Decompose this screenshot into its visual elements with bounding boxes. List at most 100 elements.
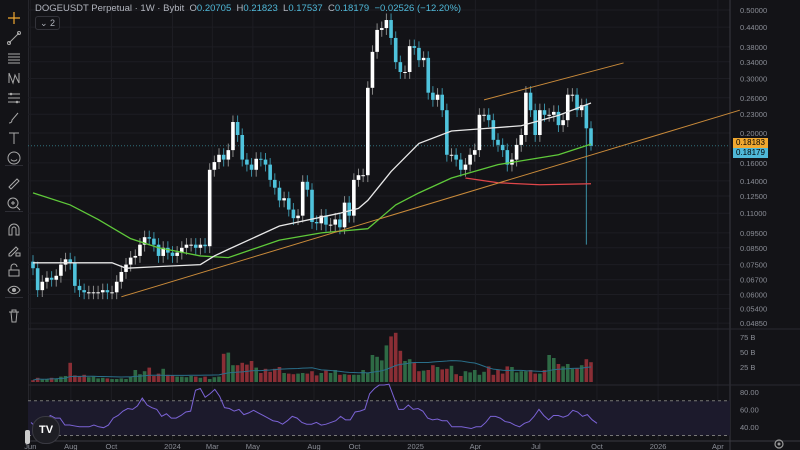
volume-bar [440,369,444,382]
candle-body [212,162,217,170]
candle-body [361,175,365,177]
candle-body [375,29,379,52]
volume-bar [463,371,468,382]
volume-bar [119,378,124,382]
magnet-tool[interactable] [4,220,24,240]
brush-tool[interactable] [4,108,24,128]
symbol-title[interactable]: DOGEUSDT Perpetual · 1W · Bybit [35,3,185,14]
emoji-tool[interactable] [4,148,24,168]
volume-bar [259,373,263,382]
candle-body [403,72,407,74]
xabcd-pattern-tool[interactable] [4,68,24,88]
open-value: 0.20705 [196,3,232,14]
candle-body [184,244,189,248]
volume-bar [361,370,365,382]
lock-tool[interactable] [4,260,24,280]
zoom-in-icon [7,197,21,211]
volume-bar [254,367,258,382]
candle-body [565,94,570,121]
candle-body [35,268,40,291]
ruler-tool[interactable] [4,174,24,194]
tradingview-logo[interactable]: TV [32,416,60,444]
rsi-tick-label: 80.00 [740,388,759,397]
candle-body [128,257,133,265]
eye-tool[interactable] [4,280,24,300]
volume-bar [528,370,533,382]
text-icon [9,132,19,144]
trendline [483,62,624,101]
volume-bar [217,376,221,382]
volume-bar [519,371,524,382]
candle-body [240,134,245,160]
trash-tool[interactable] [4,306,24,326]
volume-bar [203,376,207,382]
time-tick-label: Oct [349,442,362,450]
volume-bar [300,373,305,382]
toolbar-divider [5,297,23,298]
pane-resize-handle[interactable] [25,430,30,444]
long-position-tool[interactable] [4,88,24,108]
volume-bar [189,376,193,382]
price-tick-label: 0.08500 [740,244,767,253]
candle-body [454,154,458,160]
volume-tick-label: 50 B [740,348,755,357]
volume-bar [472,370,477,382]
zoom-in-tool[interactable] [4,194,24,214]
volume-bar [31,380,35,382]
candle-body [389,20,393,38]
ma-slow-line [465,177,592,186]
candle-body [142,237,147,245]
volume-bar [514,372,519,382]
volume-bar [486,366,491,382]
volume-ma-line [32,360,592,381]
long-position-icon [8,92,20,104]
volume-bar [49,377,54,382]
volume-bar [207,379,212,382]
candle-body [245,159,249,165]
candle-body [589,128,593,146]
candle-body [63,259,68,265]
emoji-icon [7,151,21,165]
volume-bar [403,361,407,382]
volume-bar [533,373,537,382]
price-tick-label: 0.06700 [740,276,767,285]
time-tick-label: Jul [531,442,541,450]
candle-body [407,46,412,73]
volume-bar [338,374,342,382]
volume-bar [221,353,226,382]
volume-bar [277,367,282,382]
lock-drawing-tool[interactable] [4,240,24,260]
volume-bar [273,368,277,382]
volume-bar [375,356,379,382]
xabcd-pattern-icon [8,72,20,85]
volume-bar [445,368,449,382]
price-tick-label: 0.34000 [740,58,767,67]
toolbar-divider [5,165,23,166]
volume-bar [319,373,324,382]
candle-body [584,105,589,129]
candle-body [472,150,477,155]
time-tick-label: May [246,442,260,450]
volume-bar [510,367,514,382]
trend-line-tool[interactable] [4,28,24,48]
candle-body [114,281,119,293]
candle-body [570,94,575,96]
volume-bar [347,374,351,382]
candle-body [556,111,561,126]
candle-body [431,92,435,100]
price-tick-label: 0.07500 [740,261,767,270]
time-tick-label: 2025 [407,442,424,450]
volume-bar [310,371,314,382]
fib-retracement-tool[interactable] [4,48,24,68]
candle-body [161,247,165,256]
text-tool[interactable] [4,128,24,148]
candle-body [133,255,138,258]
volume-bar [426,370,431,382]
indicators-collapse-button[interactable]: ⌄ 2 [35,16,61,30]
candle-body [328,224,333,226]
volume-bar [212,377,217,382]
settings-gear-icon[interactable] [772,438,786,450]
candle-body [40,281,45,291]
crosshair-tool[interactable] [4,8,24,28]
